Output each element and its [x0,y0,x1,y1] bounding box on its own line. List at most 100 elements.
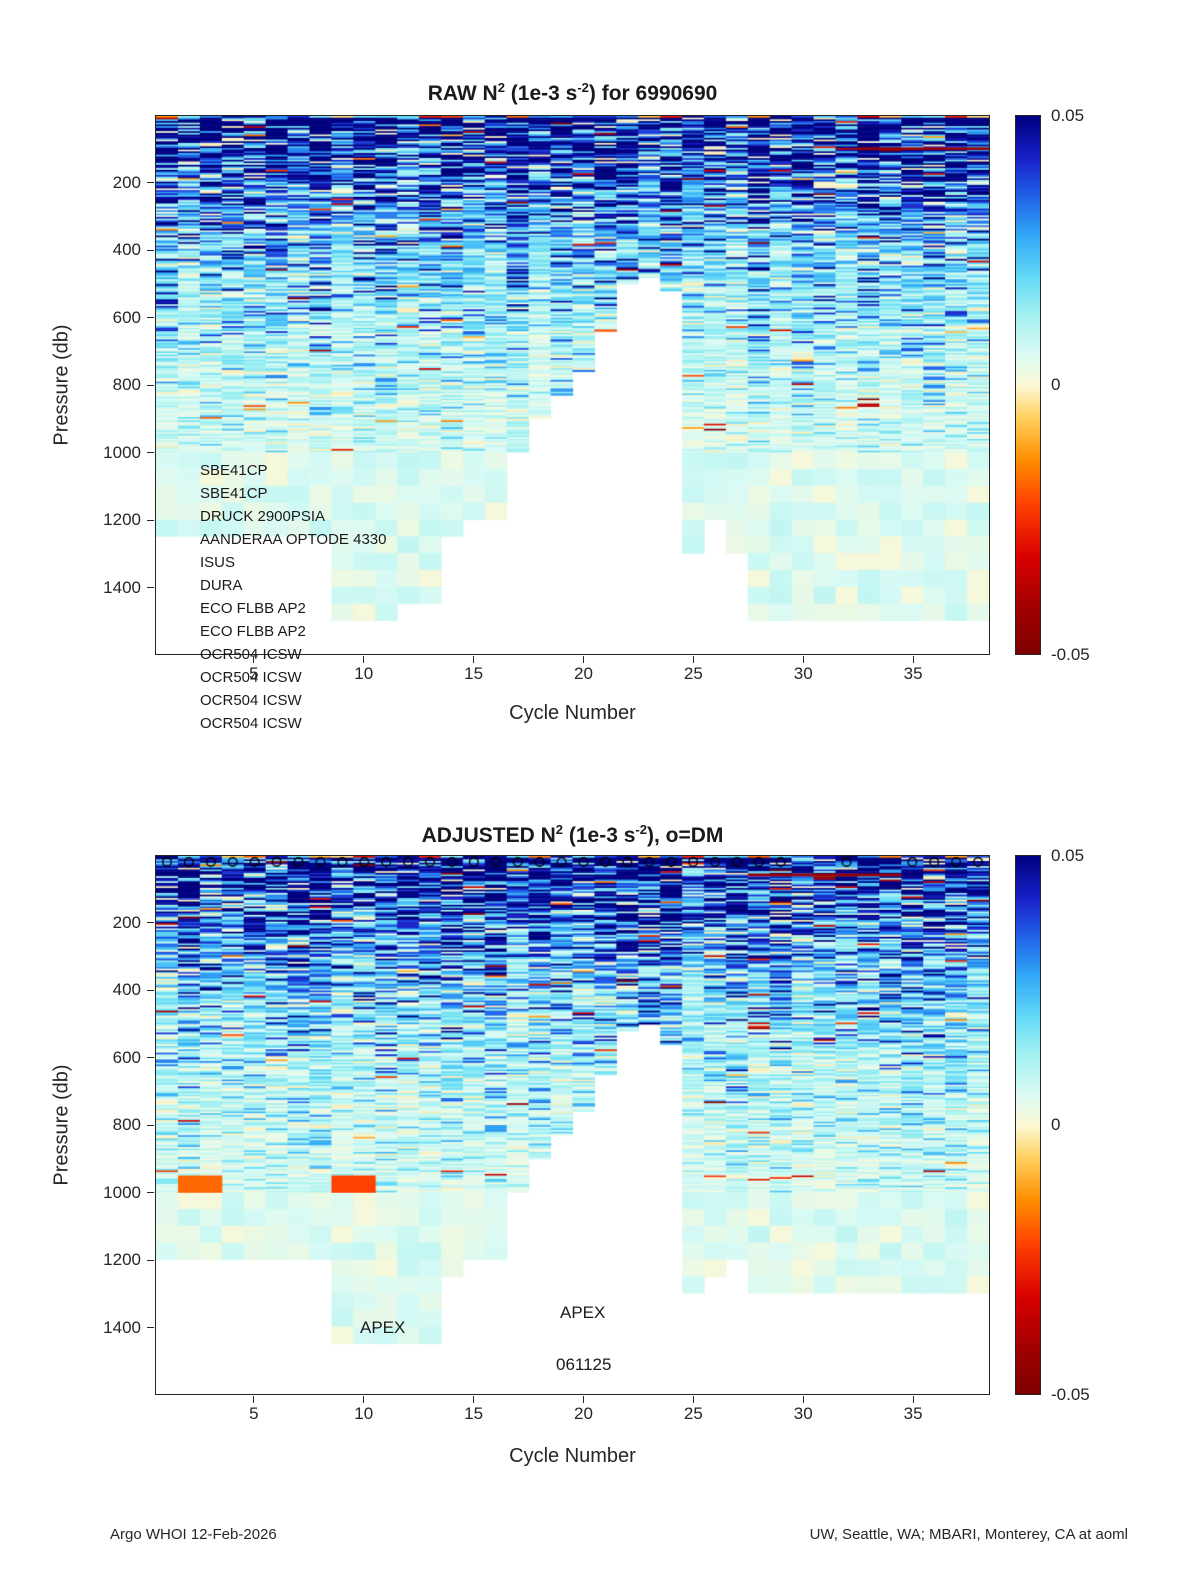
y-tick-mark [147,384,154,386]
x-tick-label: 15 [464,664,484,683]
x-tick-mark [912,656,914,663]
raw-title-sup1: 2 [497,80,505,95]
sensor-annotation: OCR504 ICSW [200,646,302,663]
apex-annotation-2: APEX [560,1303,606,1322]
sensor-annotation: OCR504 ICSW [200,669,302,686]
y-tick-label: 800 [112,1115,141,1134]
y-tick-label: 1400 [103,577,141,597]
x-tick-mark [363,1396,365,1403]
y-tick-mark [147,1259,154,1261]
y-tick-label: 1000 [103,442,141,462]
adjusted-y-axis-label: Pressure (db) [50,1064,73,1186]
sensor-annotation: DRUCK 2900PSIA [200,508,326,525]
y-tick-label: 1200 [103,1250,141,1269]
raw-colorbar-max-label: 0.05 [1051,106,1085,125]
adjusted-heatmap-plot [155,855,990,1395]
x-tick-label: 15 [464,1404,484,1423]
y-tick-mark [147,452,154,453]
x-tick-label: 10 [354,664,374,683]
date-annotation: 061125 [556,1355,612,1374]
x-tick-mark [253,656,255,663]
y-tick-mark [147,182,154,183]
sensor-annotation: ECO FLBB AP2 [200,623,306,640]
sensor-annotation: ECO FLBB AP2 [200,600,306,617]
x-tick-label: 25 [683,1404,703,1423]
x-tick-label: 5 [249,1404,259,1423]
x-tick-label: 35 [903,664,923,683]
adjusted-colorbar-min-label: -0.05 [1051,1385,1090,1404]
adjusted-title-pre: ADJUSTED N [421,824,556,847]
y-tick-label: 400 [112,980,141,999]
y-tick-label: 400 [112,240,141,259]
raw-title-mid: (1e-3 s [504,82,578,105]
raw-x-axis-label: Cycle Number [509,702,636,724]
x-tick-mark [582,1396,584,1403]
sensor-annotation: OCR504 ICSW [200,715,302,732]
sensor-annotation: SBE41CP [200,462,268,479]
y-tick-label: 200 [112,912,141,932]
raw-colorbar-zero-label: 0 [1051,375,1061,394]
y-tick-mark [147,989,154,991]
raw-title-pre: RAW N [427,82,498,105]
x-tick-mark [692,1396,694,1403]
adjusted-heatmap-canvas [156,856,989,1394]
sensor-annotation: ISUS [200,554,236,571]
y-tick-mark [147,317,154,318]
y-tick-label: 200 [112,172,141,192]
x-tick-label: 10 [354,1404,374,1423]
x-tick-mark [912,1396,914,1403]
y-tick-label: 800 [112,375,141,394]
sensor-annotation: DURA [200,577,243,594]
raw-title-sup2: -2 [577,80,589,95]
adjusted-title-post: ), o=DM [646,824,724,847]
y-tick-mark [147,1192,154,1193]
y-tick-mark [147,249,154,251]
x-tick-mark [582,656,584,663]
adjusted-colorbar-max-label: 0.05 [1051,846,1085,865]
sensor-annotation: SBE41CP [200,485,268,502]
adjusted-colorbar [1015,855,1041,1395]
raw-title-post: ) for 6990690 [588,82,718,105]
raw-colorbar [1015,115,1041,655]
x-tick-mark [802,1396,804,1403]
y-tick-mark [147,922,154,923]
x-tick-mark [473,656,475,663]
x-tick-label: 35 [903,1404,923,1423]
x-tick-label: 20 [574,664,593,683]
y-tick-mark [147,587,154,588]
adjusted-title-sup2: -2 [635,822,647,837]
y-tick-label: 1000 [103,1182,141,1202]
sensor-annotation: AANDERAA OPTODE 4330 [200,531,387,548]
adjusted-x-axis-label: Cycle Number [509,1445,636,1467]
sensor-annotation-list: SBE41CP SBE41CP DRUCK 2900PSIA AANDERAA OPT… [200,459,386,735]
y-tick-mark [147,1124,154,1126]
adjusted-colorbar-zero-label: 0 [1051,1115,1061,1134]
y-tick-mark [147,1327,154,1328]
x-tick-label: 30 [793,1404,813,1423]
y-tick-mark [147,1057,154,1058]
raw-heatmap-plot [155,115,990,655]
x-tick-label: 20 [574,1404,593,1423]
y-tick-label: 600 [112,307,141,327]
y-tick-label: 1200 [103,510,141,529]
raw-y-axis-label: Pressure (db) [50,324,73,446]
x-tick-label: 25 [683,664,703,683]
x-tick-mark [802,656,804,663]
raw-chart-title: RAW N2 (1e-3 s-2) for 6990690 [155,80,990,106]
adjusted-title-sup1: 2 [555,822,564,837]
x-tick-label: 30 [793,664,813,683]
adjusted-chart-title: ADJUSTED N2 (1e-3 s-2), o=DM [155,822,990,848]
y-tick-label: 1400 [103,1317,141,1337]
raw-heatmap-canvas [156,116,989,654]
x-tick-mark [473,1396,475,1403]
y-tick-mark [147,519,154,521]
x-tick-mark [363,656,365,663]
y-tick-label: 600 [112,1047,141,1067]
raw-colorbar-min-label: -0.05 [1051,645,1090,664]
adjusted-title-mid: (1e-3 s [563,824,636,847]
x-tick-mark [253,1396,255,1403]
sensor-annotation: OCR504 ICSW [200,692,302,709]
x-tick-label: 5 [249,664,259,683]
footer-attribution-left: Argo WHOI 12-Feb-2026 [110,1526,277,1543]
